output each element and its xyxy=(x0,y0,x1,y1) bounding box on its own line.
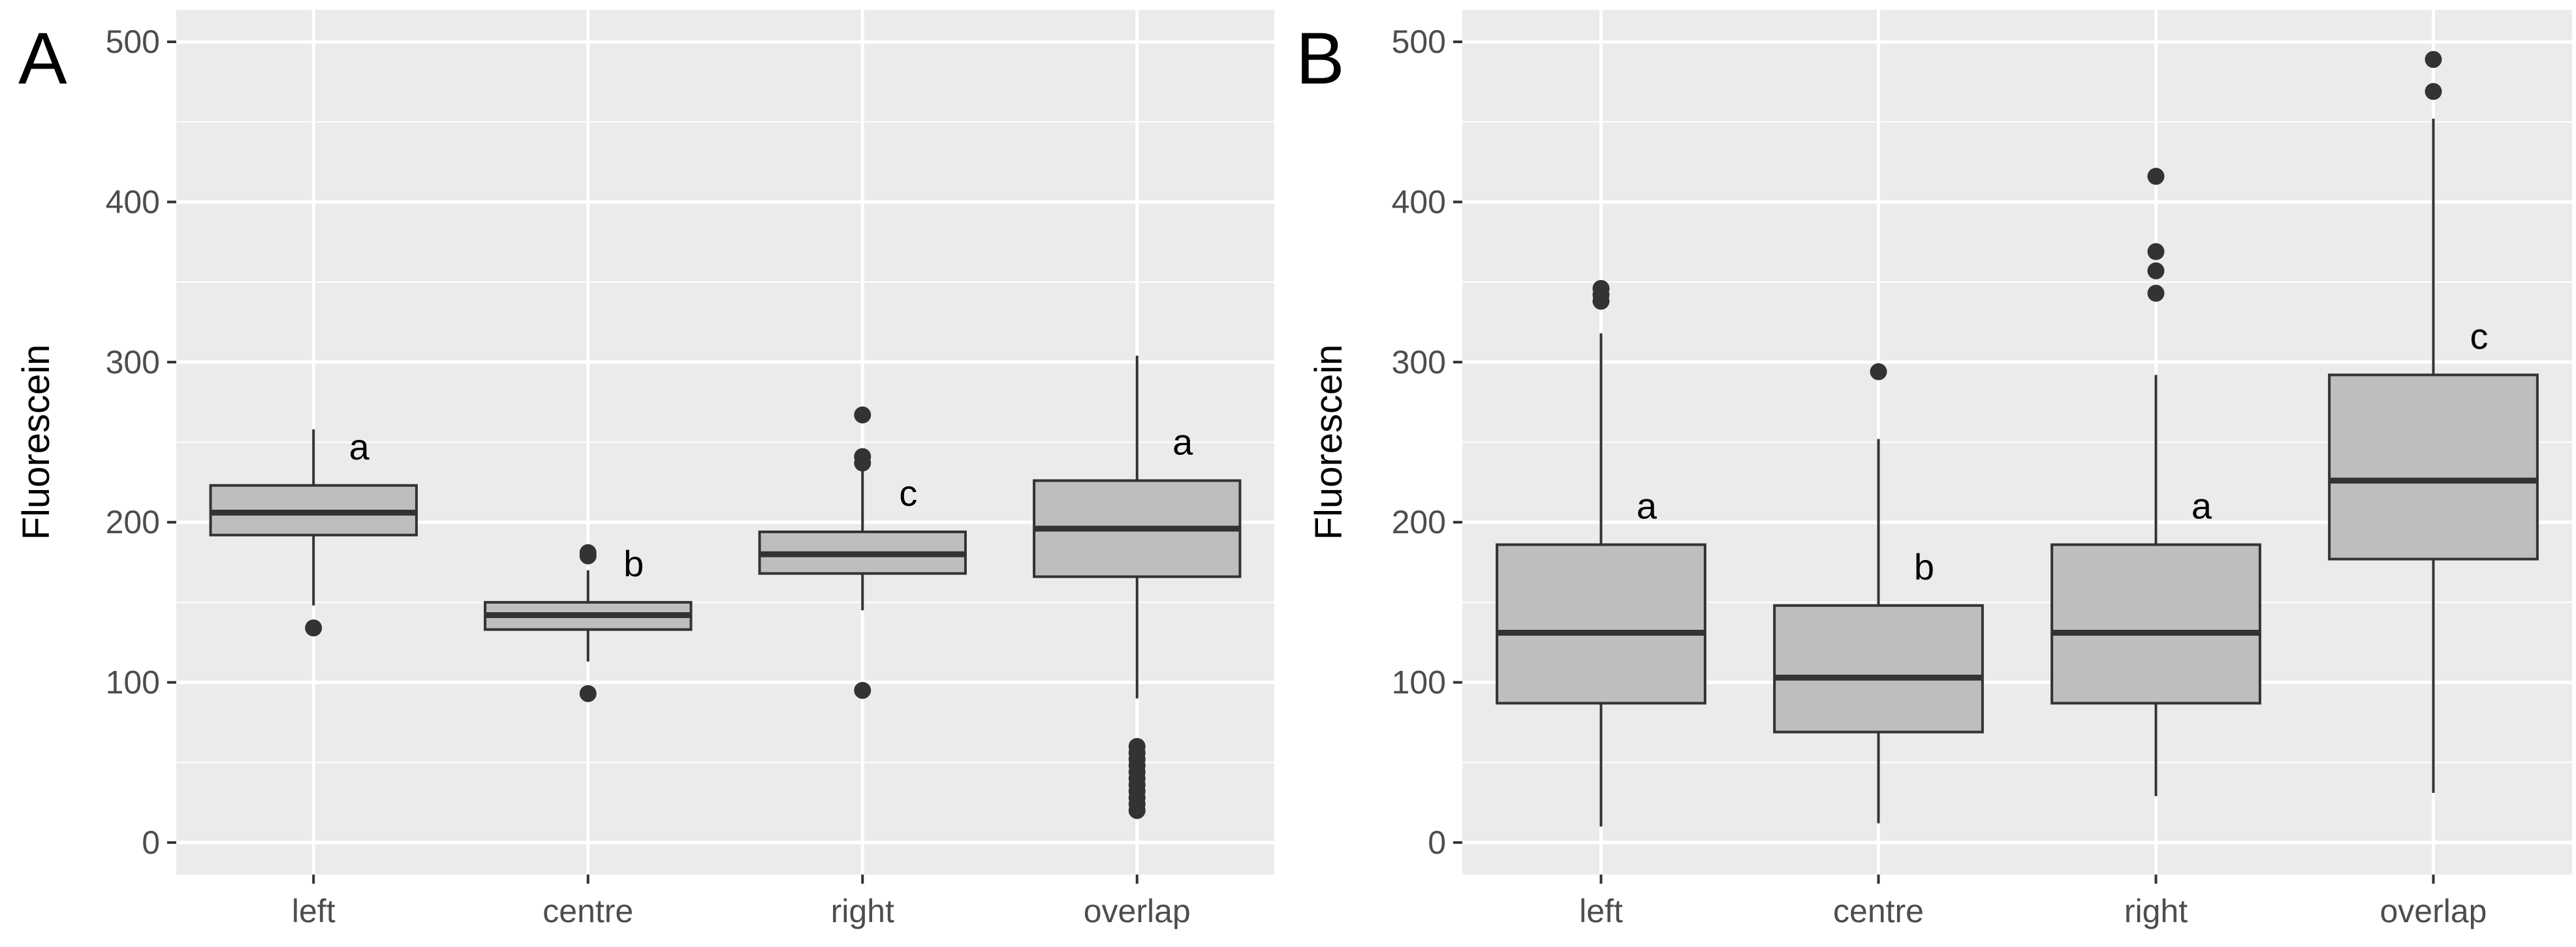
x-tick-label: centre xyxy=(542,893,633,929)
x-tick-label: overlap xyxy=(2380,893,2487,929)
significance-label: a xyxy=(1172,421,1193,462)
box-overlap: c xyxy=(2328,51,2539,793)
y-tick-label: 300 xyxy=(106,344,160,380)
box-overlap: a xyxy=(1033,356,1242,819)
significance-label: c xyxy=(2470,315,2489,356)
outlier-point xyxy=(2147,262,2165,279)
y-tick-label: 0 xyxy=(142,824,160,861)
panel-b: a left b centre a right c overlap 0 100 200 300 400 5… xyxy=(1296,10,2572,929)
box-body xyxy=(1773,604,1984,734)
box-body xyxy=(1496,543,1706,705)
box-left: a xyxy=(1496,279,1706,827)
outlier-point xyxy=(854,448,872,465)
significance-label: b xyxy=(1914,546,1934,587)
y-tick-label: 500 xyxy=(1392,23,1446,60)
outlier-point xyxy=(2425,83,2442,101)
outlier-point xyxy=(1592,279,1610,297)
x-tick-label: overlap xyxy=(1084,893,1191,929)
x-tick-label: right xyxy=(2124,893,2188,929)
outlier-point xyxy=(579,544,597,561)
outlier-point xyxy=(305,619,322,637)
y-axis-title: Fluorescein xyxy=(1308,345,1350,540)
y-tick-label: 0 xyxy=(1428,824,1446,861)
y-tick-label: 400 xyxy=(106,183,160,220)
outlier-point xyxy=(2147,285,2165,302)
panel-letter: B xyxy=(1296,18,1345,99)
significance-label: b xyxy=(623,543,644,584)
x-tick-label: left xyxy=(1579,893,1623,929)
outlier-point xyxy=(1870,363,1887,380)
significance-label: a xyxy=(349,426,370,467)
box-centre: b xyxy=(484,543,693,702)
outlier-point xyxy=(854,406,872,424)
box-right: c xyxy=(758,406,967,699)
significance-label: c xyxy=(899,473,917,514)
outlier-point xyxy=(2147,243,2165,260)
x-tick-label: right xyxy=(831,893,894,929)
y-tick-label: 200 xyxy=(1392,504,1446,540)
x-tick-label: left xyxy=(292,893,336,929)
box-right: a xyxy=(2050,168,2261,796)
outlier-point xyxy=(2425,51,2442,69)
box-left: a xyxy=(209,426,418,637)
outlier-point xyxy=(854,681,872,699)
significance-label: a xyxy=(2191,486,2212,527)
box-body xyxy=(2050,543,2261,705)
panel-letter: A xyxy=(18,18,67,99)
box-centre: b xyxy=(1773,363,1984,824)
significance-label: a xyxy=(1637,486,1657,527)
x-tick-label: centre xyxy=(1833,893,1924,929)
y-tick-label: 100 xyxy=(1392,664,1446,701)
panel-a: a left b centre c right a overlap 0 100 200 300 400 5… xyxy=(15,10,1274,929)
outlier-point xyxy=(579,685,597,702)
box-body xyxy=(2328,373,2539,561)
y-tick-label: 300 xyxy=(1392,344,1446,380)
outlier-point xyxy=(1128,737,1146,755)
y-axis-title: Fluorescein xyxy=(15,345,57,540)
y-tick-label: 400 xyxy=(1392,183,1446,220)
y-tick-label: 500 xyxy=(106,23,160,60)
y-tick-label: 200 xyxy=(106,504,160,540)
y-tick-label: 100 xyxy=(106,664,160,701)
outlier-point xyxy=(2147,168,2165,185)
